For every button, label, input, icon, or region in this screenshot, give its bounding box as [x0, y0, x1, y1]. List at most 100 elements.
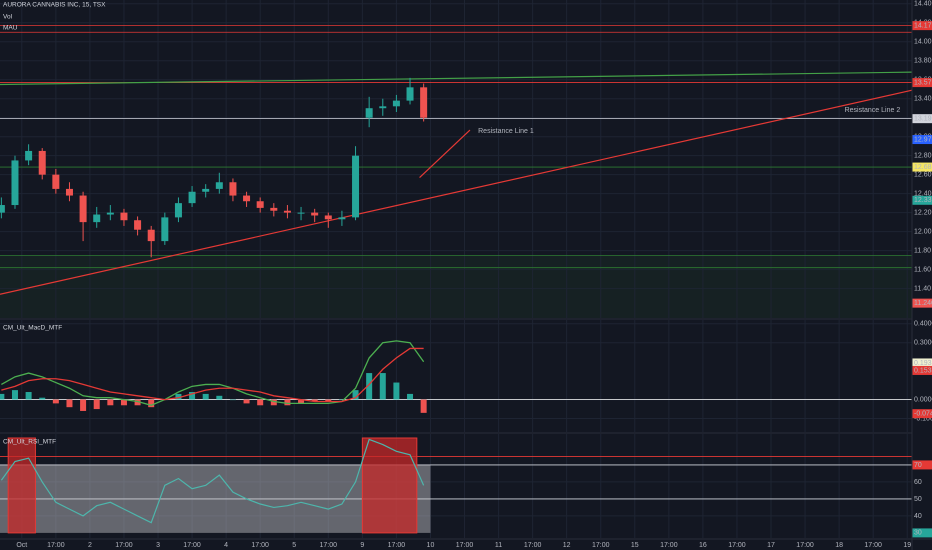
histogram-bar	[284, 399, 291, 406]
price-label-box	[912, 135, 932, 145]
x-tick-label: 5	[292, 542, 296, 549]
x-tick-label: 19	[903, 542, 911, 549]
x-tick-label: 4	[224, 542, 228, 549]
histogram-bar	[120, 399, 127, 406]
histogram-bar	[338, 399, 345, 401]
price-label-box	[912, 409, 932, 419]
histogram-bar	[366, 373, 373, 400]
macd-line	[1, 340, 425, 406]
candle-body	[147, 229, 155, 242]
price-label: 70	[914, 462, 922, 469]
x-tick-label: Oct	[16, 542, 27, 549]
candle-body	[11, 160, 19, 206]
price-label-box	[912, 21, 932, 31]
histogram-bar	[407, 393, 414, 400]
x-tick-label: 17:00	[115, 542, 133, 549]
y-tick-label: 0.4000	[914, 321, 932, 328]
candle-body	[420, 87, 428, 118]
price-label: 12.97	[914, 136, 932, 143]
histogram-bar	[311, 399, 318, 402]
price-label: 30	[914, 530, 922, 537]
y-tick-label: 14.00	[914, 39, 932, 46]
candle-body	[65, 188, 73, 196]
price-label: 11.2466	[914, 300, 932, 307]
candle-body	[311, 212, 319, 216]
candle-body	[297, 212, 305, 214]
histogram-bar	[80, 399, 87, 411]
panel-title: CM_Ult_MacD_MTF	[3, 325, 62, 332]
histogram-bar	[379, 373, 386, 400]
candle-body	[106, 212, 114, 215]
rsi-line	[0, 438, 425, 524]
candle-body	[406, 87, 414, 101]
price-label-box	[912, 162, 932, 172]
candle-body	[229, 182, 237, 196]
rsi-band	[0, 464, 431, 533]
symbol-title: AURORA CANNABIS INC, 15, TSX	[3, 2, 106, 9]
trend-line	[0, 89, 913, 295]
histogram-bar	[202, 393, 209, 400]
candle-body	[38, 150, 46, 175]
candle-body	[365, 108, 373, 118]
candle-body	[174, 203, 182, 218]
candle-body	[120, 212, 128, 221]
y-tick-label: 40	[914, 513, 922, 520]
x-tick-label: 9	[360, 542, 364, 549]
overbought-zone	[361, 437, 418, 534]
price-label-box	[912, 78, 932, 88]
candle-body	[392, 100, 400, 107]
histogram-bar	[229, 399, 236, 401]
y-tick-label: 60	[914, 479, 922, 486]
trend-line	[419, 129, 471, 178]
marks	[0, 25, 913, 534]
candle-body	[202, 188, 210, 192]
candle-body	[324, 215, 332, 220]
candle-body	[256, 201, 264, 208]
histogram-bar	[175, 393, 182, 400]
x-tick-label: 10	[427, 542, 435, 549]
price-label: -0.0743	[914, 411, 932, 418]
y-tick-label: 11.60	[914, 266, 931, 273]
x-tick-label: 17:00	[47, 542, 65, 549]
x-tick-label: 17:00	[524, 542, 542, 549]
y-tick-label: 14.40	[914, 1, 932, 8]
histogram-bar	[257, 399, 264, 406]
histogram-bar	[52, 399, 59, 404]
price-label: 12.33	[914, 197, 932, 204]
x-tick-label: 16	[699, 542, 707, 549]
candle-body	[243, 195, 251, 202]
candle-body	[283, 210, 291, 213]
x-tick-label: 17:00	[592, 542, 610, 549]
histogram-bar	[39, 397, 46, 400]
price-label: 0.1933	[914, 360, 932, 367]
annotation: Resistance Line 2	[845, 107, 901, 114]
labels: Oct 17:00 2 17:00 3 17:00 4 17:00 5 17:00 9 17:00 10…	[3, 1, 932, 549]
indicator-label: MAU	[3, 25, 18, 32]
price-label-box	[912, 528, 932, 538]
price-label-box	[912, 365, 932, 375]
histogram-bar	[0, 393, 5, 400]
histogram-bar	[134, 399, 141, 406]
y-tick-label: 13.40	[914, 96, 932, 103]
y-tick-label: 12.60	[914, 172, 932, 179]
y-tick-label: 13.80	[914, 58, 932, 65]
price-label-box	[912, 114, 932, 124]
histogram-bar	[66, 399, 73, 408]
histogram-bar	[270, 399, 277, 406]
price-label-box	[912, 358, 932, 368]
histogram-bar	[298, 399, 305, 404]
x-tick-label: 3	[156, 542, 160, 549]
x-tick-label: 17:00	[320, 542, 338, 549]
histogram-bar	[93, 399, 100, 410]
overbought-zone	[7, 437, 36, 534]
annotation: Resistance Line 1	[478, 128, 534, 135]
x-tick-label: 12	[563, 542, 571, 549]
histogram-bar	[107, 399, 114, 406]
y-tick-label: 12.00	[914, 228, 932, 235]
volume-label: Vol	[3, 14, 13, 21]
x-tick-label: 17:00	[388, 542, 406, 549]
